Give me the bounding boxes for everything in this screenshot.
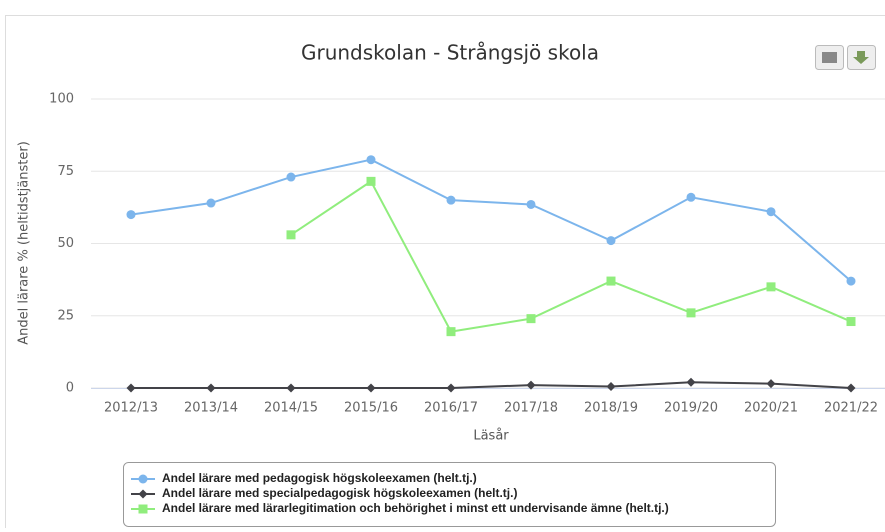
x-tick-label: 2012/13 (104, 401, 158, 416)
x-axis-label: Läsår (473, 429, 509, 444)
print-button[interactable] (816, 46, 844, 70)
point (527, 314, 536, 323)
point (139, 475, 148, 484)
x-tick-label: 2013/14 (184, 401, 238, 416)
point (367, 155, 376, 164)
point (607, 277, 616, 286)
point (767, 207, 776, 216)
y-tick-label: 50 (57, 236, 74, 251)
point (687, 308, 696, 317)
point (447, 327, 456, 336)
x-tick-label: 2016/17 (424, 401, 478, 416)
legend-label: Andel lärare med lärarlegitimation och b… (162, 501, 669, 515)
point (447, 196, 456, 205)
x-tick-label: 2020/21 (744, 401, 798, 416)
point (847, 277, 856, 286)
chart-title: Grundskolan - Strångsjö skola (301, 41, 599, 65)
x-tick-label: 2014/15 (264, 401, 318, 416)
point (127, 210, 136, 219)
x-tick-label: 2021/22 (824, 401, 878, 416)
point (207, 199, 216, 208)
y-axis-label: Andel lärare % (heltidstjänster) (17, 141, 32, 345)
point (847, 317, 856, 326)
point (767, 282, 776, 291)
y-tick-label: 75 (57, 164, 74, 179)
x-tick-label: 2018/19 (584, 401, 638, 416)
y-tick-label: 25 (57, 308, 74, 323)
print-icon (822, 52, 837, 63)
legend-label: Andel lärare med specialpedagogisk högsk… (162, 486, 517, 500)
download-button[interactable] (848, 46, 876, 70)
point (287, 230, 296, 239)
point (607, 236, 616, 245)
x-tick-label: 2017/18 (504, 401, 558, 416)
legend-label: Andel lärare med pedagogisk högskoleexam… (162, 471, 477, 485)
chart-frame (6, 16, 885, 529)
point (139, 505, 148, 514)
x-tick-label: 2019/20 (664, 401, 718, 416)
x-tick-label: 2015/16 (344, 401, 398, 416)
y-tick-label: 100 (49, 92, 74, 107)
point (367, 177, 376, 186)
y-tick-label: 0 (66, 381, 74, 396)
point (527, 200, 536, 209)
point (687, 193, 696, 202)
point (287, 173, 296, 182)
